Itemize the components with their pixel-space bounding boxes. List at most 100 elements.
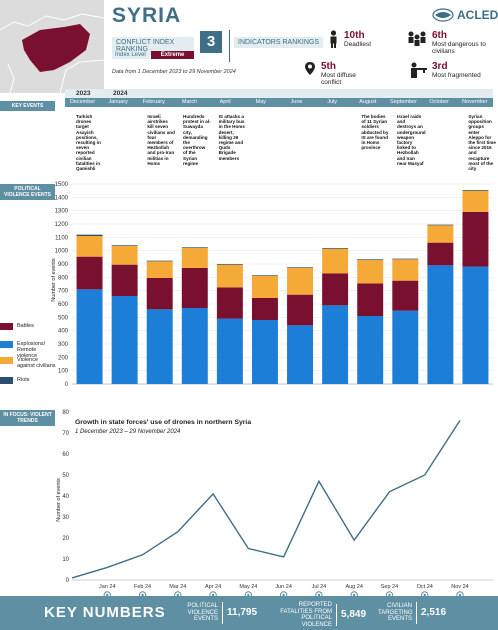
month-label: July bbox=[327, 99, 338, 105]
bar-segment bbox=[287, 268, 314, 295]
legend-swatch bbox=[0, 341, 13, 348]
bar-segment bbox=[427, 265, 454, 384]
stat-fatalities: REPORTED FATALITIES FROM POLITICAL VIOLE… bbox=[270, 602, 366, 628]
month-label: September bbox=[390, 99, 417, 105]
indicator-desc: Most diffuse conflict bbox=[321, 72, 356, 86]
timeline-marker-dot bbox=[458, 593, 462, 597]
line-chart-x-tick: Sep 24 bbox=[381, 584, 398, 590]
acled-globe-icon bbox=[432, 8, 454, 22]
line-chart-y-tick: 60 bbox=[62, 452, 69, 458]
index-level-label: Index Level bbox=[112, 51, 149, 59]
legend-swatch bbox=[0, 377, 13, 384]
bar-segment bbox=[146, 278, 173, 310]
key-numbers-title: KEY NUMBERS bbox=[44, 604, 166, 621]
bar-segment bbox=[216, 318, 243, 384]
bar-chart-y-tick: 900 bbox=[58, 262, 69, 268]
bar-segment bbox=[146, 309, 173, 384]
bar-segment bbox=[181, 247, 208, 248]
line-chart-y-tick: 50 bbox=[62, 473, 69, 479]
key-numbers-footer: KEY NUMBERS POLITICAL VIOLENCE EVENTS 11… bbox=[0, 596, 498, 630]
index-level-badge: Extreme bbox=[150, 51, 195, 59]
indicator-desc: Deadliest bbox=[344, 41, 372, 48]
bar-segment bbox=[462, 266, 489, 384]
stat-value: 2,516 bbox=[416, 602, 446, 624]
legend-label: Violence against civilians bbox=[17, 357, 56, 370]
year-bar bbox=[65, 89, 493, 98]
indicator-civilians: 6th Most dangerous to civilians bbox=[406, 30, 494, 55]
indicator-rank: 5th bbox=[321, 61, 336, 72]
bar-segment bbox=[322, 305, 349, 384]
bar-segment bbox=[146, 261, 173, 278]
bar-segment bbox=[357, 316, 384, 384]
bar-segment bbox=[251, 298, 278, 320]
line-chart-x-tick: Jan 24 bbox=[99, 584, 116, 590]
line-chart-x-tick: Mar 24 bbox=[169, 584, 186, 590]
month-label: December bbox=[69, 99, 96, 105]
bar-segment bbox=[76, 289, 103, 384]
line-chart-title: Growth in state forces' use of drones in… bbox=[75, 419, 251, 426]
country-title: SYRIA bbox=[112, 4, 182, 27]
political-violence-label: POLITICAL VIOLENCE EVENTS bbox=[0, 184, 55, 200]
line-chart-y-tick: 70 bbox=[62, 431, 69, 437]
conflict-index-ranking-label: CONFLICT INDEX RANKING bbox=[112, 37, 194, 55]
armed-group-icon bbox=[411, 62, 427, 78]
key-event-march: Hundreds protest in al-Suwayda city, dem… bbox=[183, 114, 211, 166]
stat-political-violence: POLITICAL VIOLENCE EVENTS 11,795 bbox=[186, 602, 257, 624]
country-map bbox=[0, 0, 104, 93]
key-event-december: Turkish drones target Asayish positions,… bbox=[76, 114, 101, 172]
bar-segment bbox=[216, 264, 243, 265]
indicator-desc: Most dangerous to civilians bbox=[432, 41, 486, 55]
timeline-marker-dot bbox=[317, 593, 321, 597]
bar-segment bbox=[427, 242, 454, 266]
month-label: January bbox=[108, 99, 128, 105]
key-event-february: Israeli airstrikes kill seven civilians … bbox=[147, 114, 175, 166]
legend-label: Explosions/ Remote violence bbox=[17, 341, 46, 360]
bar-segment bbox=[287, 294, 314, 326]
month-label: May bbox=[255, 99, 267, 105]
acled-logo: ACLED bbox=[432, 8, 498, 22]
line-chart-y-tick: 20 bbox=[62, 536, 69, 542]
bar-chart-y-tick: 300 bbox=[58, 342, 69, 348]
month-label: April bbox=[219, 99, 231, 105]
stat-label: CIVILIAN TARGETING EVENTS bbox=[378, 603, 413, 623]
indicator-deadliest: 10th Deadliest bbox=[327, 30, 371, 48]
indicator-diffuse: 5th Most diffuse conflict bbox=[303, 61, 369, 86]
bar-segment bbox=[357, 283, 384, 316]
bar-segment bbox=[181, 308, 208, 384]
line-chart-y-tick: 80 bbox=[62, 410, 69, 416]
line-chart-x-tick: Feb 24 bbox=[134, 584, 151, 590]
key-event-november: Syrian opposition groups enter Aleppo fo… bbox=[468, 114, 496, 172]
bar-chart-y-tick: 600 bbox=[58, 302, 69, 308]
legend-item: Explosions/ Remote violence bbox=[0, 341, 57, 360]
bar-segment bbox=[181, 268, 208, 308]
month-label: October bbox=[429, 99, 449, 105]
line-chart-x-tick: Jun 24 bbox=[275, 584, 292, 590]
line-chart-y-tick: 0 bbox=[66, 578, 70, 584]
indicator-desc: Most fragmented bbox=[432, 72, 481, 79]
legend-item: Riots bbox=[0, 377, 57, 384]
line-chart-x-tick: May 24 bbox=[239, 584, 257, 590]
bar-chart-y-tick: 800 bbox=[58, 275, 69, 281]
bar-chart-y-tick: 700 bbox=[58, 289, 69, 295]
stat-value: 5,849 bbox=[336, 604, 366, 626]
timeline-marker-dot bbox=[211, 593, 215, 597]
syria-shape bbox=[22, 24, 90, 72]
line-chart-x-tick: Apr 24 bbox=[205, 584, 221, 590]
stat-civilian-targeting: CIVILIAN TARGETING EVENTS 2,516 bbox=[378, 602, 446, 624]
bar-chart-y-tick: 1300 bbox=[55, 209, 69, 215]
bar-segment bbox=[392, 310, 419, 384]
bar-segment bbox=[216, 264, 243, 288]
bar-chart-y-tick: 1500 bbox=[55, 182, 69, 188]
map-pin-icon bbox=[305, 62, 315, 75]
syria-map-image bbox=[0, 0, 104, 93]
key-event-september: Israel raids and destroys an underground… bbox=[397, 114, 426, 166]
line-chart-x-tick: Jul 24 bbox=[312, 584, 327, 590]
line-chart-y-axis-label: Number of events bbox=[56, 478, 62, 522]
bar-segment bbox=[427, 225, 454, 243]
bar-segment bbox=[76, 256, 103, 290]
line-chart-y-tick: 10 bbox=[62, 557, 69, 563]
bar-chart-y-tick: 1200 bbox=[55, 222, 69, 228]
year-2024: 2024 bbox=[113, 90, 128, 97]
bar-chart-y-tick: 200 bbox=[58, 355, 69, 361]
key-events-label: KEY EVENTS bbox=[0, 101, 55, 111]
